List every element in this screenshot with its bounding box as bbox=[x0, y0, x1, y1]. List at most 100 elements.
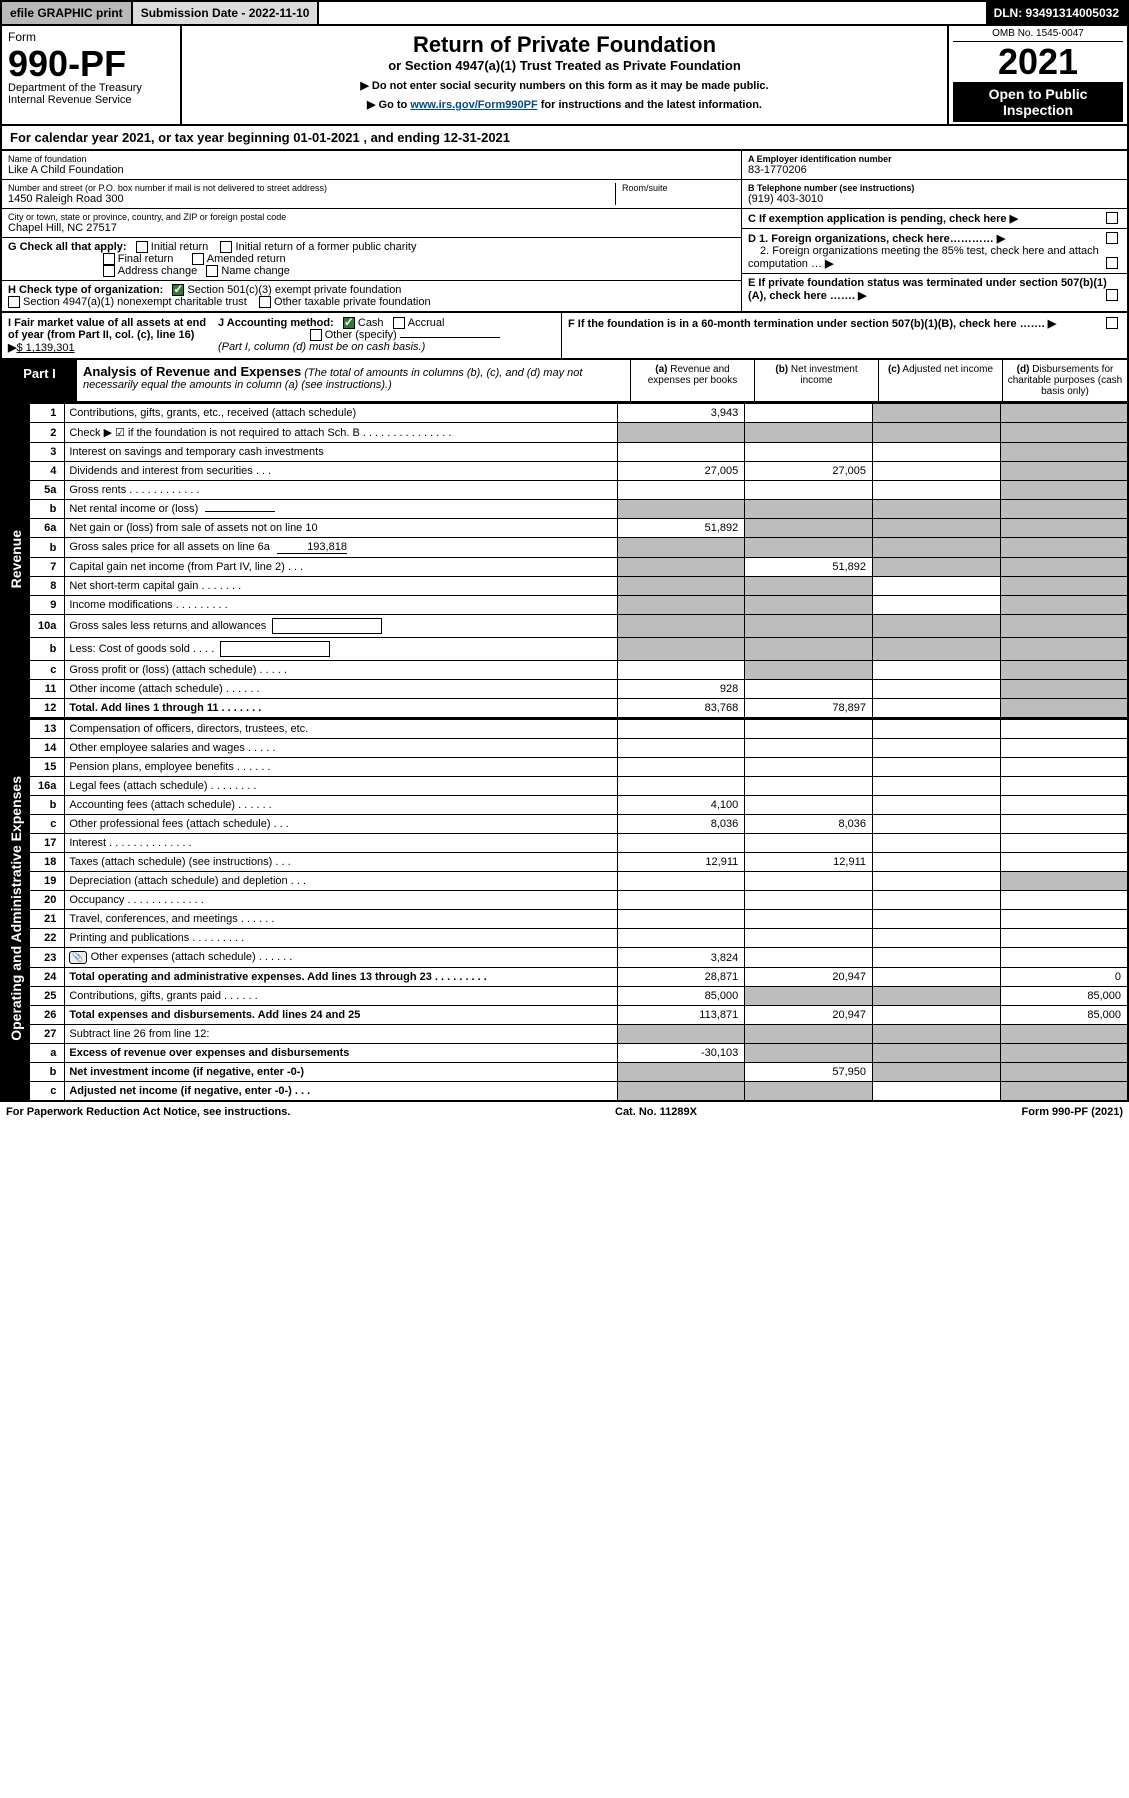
table-cell bbox=[745, 500, 873, 519]
line-desc: Other professional fees (attach schedule… bbox=[65, 815, 617, 834]
line-no: b bbox=[30, 638, 65, 661]
cb-other-method[interactable] bbox=[310, 329, 322, 341]
table-cell bbox=[745, 796, 873, 815]
line-desc: Gross profit or (loss) (attach schedule)… bbox=[65, 661, 617, 680]
table-row: 7Capital gain net income (from Part IV, … bbox=[1, 558, 1128, 577]
line-desc: Occupancy . . . . . . . . . . . . . bbox=[65, 891, 617, 910]
col-a-head: (a) (a) Revenue and expenses per booksRe… bbox=[631, 360, 755, 401]
table-cell bbox=[745, 739, 873, 758]
line-desc: Less: Cost of goods sold . . . . bbox=[65, 638, 617, 661]
cb-address-change[interactable] bbox=[103, 265, 115, 277]
table-row: Operating and Administrative Expenses13C… bbox=[1, 720, 1128, 739]
cb-d1[interactable] bbox=[1106, 232, 1118, 244]
cb-c-pending[interactable] bbox=[1106, 212, 1118, 224]
table-cell bbox=[745, 481, 873, 500]
side-label: Operating and Administrative Expenses bbox=[1, 720, 30, 1102]
table-row: bNet rental income or (loss) bbox=[1, 500, 1128, 519]
table-cell bbox=[745, 519, 873, 538]
table-cell bbox=[1000, 423, 1128, 443]
table-cell: 0 bbox=[1000, 968, 1128, 987]
table-cell bbox=[872, 404, 1000, 423]
line-desc: Total expenses and disbursements. Add li… bbox=[65, 1006, 617, 1025]
form-label: Form bbox=[8, 30, 174, 44]
cb-501c3[interactable] bbox=[172, 284, 184, 296]
efile-badge[interactable]: efile GRAPHIC print bbox=[2, 2, 133, 24]
cb-e[interactable] bbox=[1106, 289, 1118, 301]
schedule-icon[interactable]: 📎 bbox=[69, 951, 86, 964]
table-cell bbox=[617, 910, 745, 929]
table-cell: 85,000 bbox=[617, 987, 745, 1006]
cb-other-taxable[interactable] bbox=[259, 296, 271, 308]
foundation-name: Like A Child Foundation bbox=[8, 164, 735, 176]
form-link[interactable]: www.irs.gov/Form990PF bbox=[410, 99, 537, 111]
table-row: 15Pension plans, employee benefits . . .… bbox=[1, 758, 1128, 777]
line-no: b bbox=[30, 538, 65, 558]
table-cell bbox=[1000, 929, 1128, 948]
table-cell bbox=[617, 834, 745, 853]
line-no: 22 bbox=[30, 929, 65, 948]
table-cell bbox=[872, 538, 1000, 558]
table-cell bbox=[617, 1063, 745, 1082]
cb-final-return[interactable] bbox=[103, 253, 115, 265]
table-cell: 83,768 bbox=[617, 699, 745, 719]
table-cell bbox=[1000, 777, 1128, 796]
line-desc: Contributions, gifts, grants paid . . . … bbox=[65, 987, 617, 1006]
cb-initial-return[interactable] bbox=[136, 241, 148, 253]
line-no: b bbox=[30, 1063, 65, 1082]
cb-amended-return[interactable] bbox=[192, 253, 204, 265]
table-cell bbox=[1000, 891, 1128, 910]
table-cell bbox=[1000, 1082, 1128, 1102]
cb-accrual[interactable] bbox=[393, 317, 405, 329]
table-cell bbox=[872, 596, 1000, 615]
table-cell bbox=[745, 758, 873, 777]
table-row: 6aNet gain or (loss) from sale of assets… bbox=[1, 519, 1128, 538]
line-no: c bbox=[30, 661, 65, 680]
table-cell bbox=[617, 538, 745, 558]
cb-cash[interactable] bbox=[343, 317, 355, 329]
irs: Internal Revenue Service bbox=[8, 94, 174, 106]
table-cell: -30,103 bbox=[617, 1044, 745, 1063]
table-row: 9Income modifications . . . . . . . . . bbox=[1, 596, 1128, 615]
table-row: 24Total operating and administrative exp… bbox=[1, 968, 1128, 987]
table-cell bbox=[872, 462, 1000, 481]
line-desc: Compensation of officers, directors, tru… bbox=[65, 720, 617, 739]
ein: 83-1770206 bbox=[748, 164, 1121, 176]
cb-initial-former[interactable] bbox=[220, 241, 232, 253]
line-desc: Accounting fees (attach schedule) . . . … bbox=[65, 796, 617, 815]
table-row: cOther professional fees (attach schedul… bbox=[1, 815, 1128, 834]
table-cell: 3,824 bbox=[617, 948, 745, 968]
table-cell bbox=[872, 948, 1000, 968]
line-desc: Other employee salaries and wages . . . … bbox=[65, 739, 617, 758]
line-desc: Net rental income or (loss) bbox=[65, 500, 617, 519]
table-cell bbox=[745, 948, 873, 968]
open-public-badge: Open to Public Inspection bbox=[953, 82, 1123, 122]
col-d-head: (d) Disbursements for charitable purpose… bbox=[1003, 360, 1127, 401]
table-cell bbox=[872, 500, 1000, 519]
ij-block: I Fair market value of all assets at end… bbox=[0, 313, 1129, 360]
table-cell bbox=[745, 1044, 873, 1063]
table-cell bbox=[1000, 615, 1128, 638]
table-cell bbox=[872, 615, 1000, 638]
h-check-row: H Check type of organization: Section 50… bbox=[2, 281, 741, 311]
table-cell bbox=[1000, 796, 1128, 815]
table-cell bbox=[872, 661, 1000, 680]
cb-4947[interactable] bbox=[8, 296, 20, 308]
line-no: 17 bbox=[30, 834, 65, 853]
ein-label: A Employer identification number bbox=[748, 154, 1121, 164]
table-cell bbox=[617, 596, 745, 615]
cb-f[interactable] bbox=[1106, 317, 1118, 329]
line-no: 14 bbox=[30, 739, 65, 758]
table-cell bbox=[872, 853, 1000, 872]
table-cell bbox=[1000, 462, 1128, 481]
table-row: 25Contributions, gifts, grants paid . . … bbox=[1, 987, 1128, 1006]
tax-year: 2021 bbox=[953, 42, 1123, 82]
line-no: 25 bbox=[30, 987, 65, 1006]
table-cell bbox=[872, 1044, 1000, 1063]
table-cell: 28,871 bbox=[617, 968, 745, 987]
table-cell bbox=[745, 443, 873, 462]
cb-d2[interactable] bbox=[1106, 257, 1118, 269]
line-desc: Interest on savings and temporary cash i… bbox=[65, 443, 617, 462]
cb-name-change[interactable] bbox=[206, 265, 218, 277]
line-desc: Dividends and interest from securities .… bbox=[65, 462, 617, 481]
line-desc: Gross sales price for all assets on line… bbox=[65, 538, 617, 558]
